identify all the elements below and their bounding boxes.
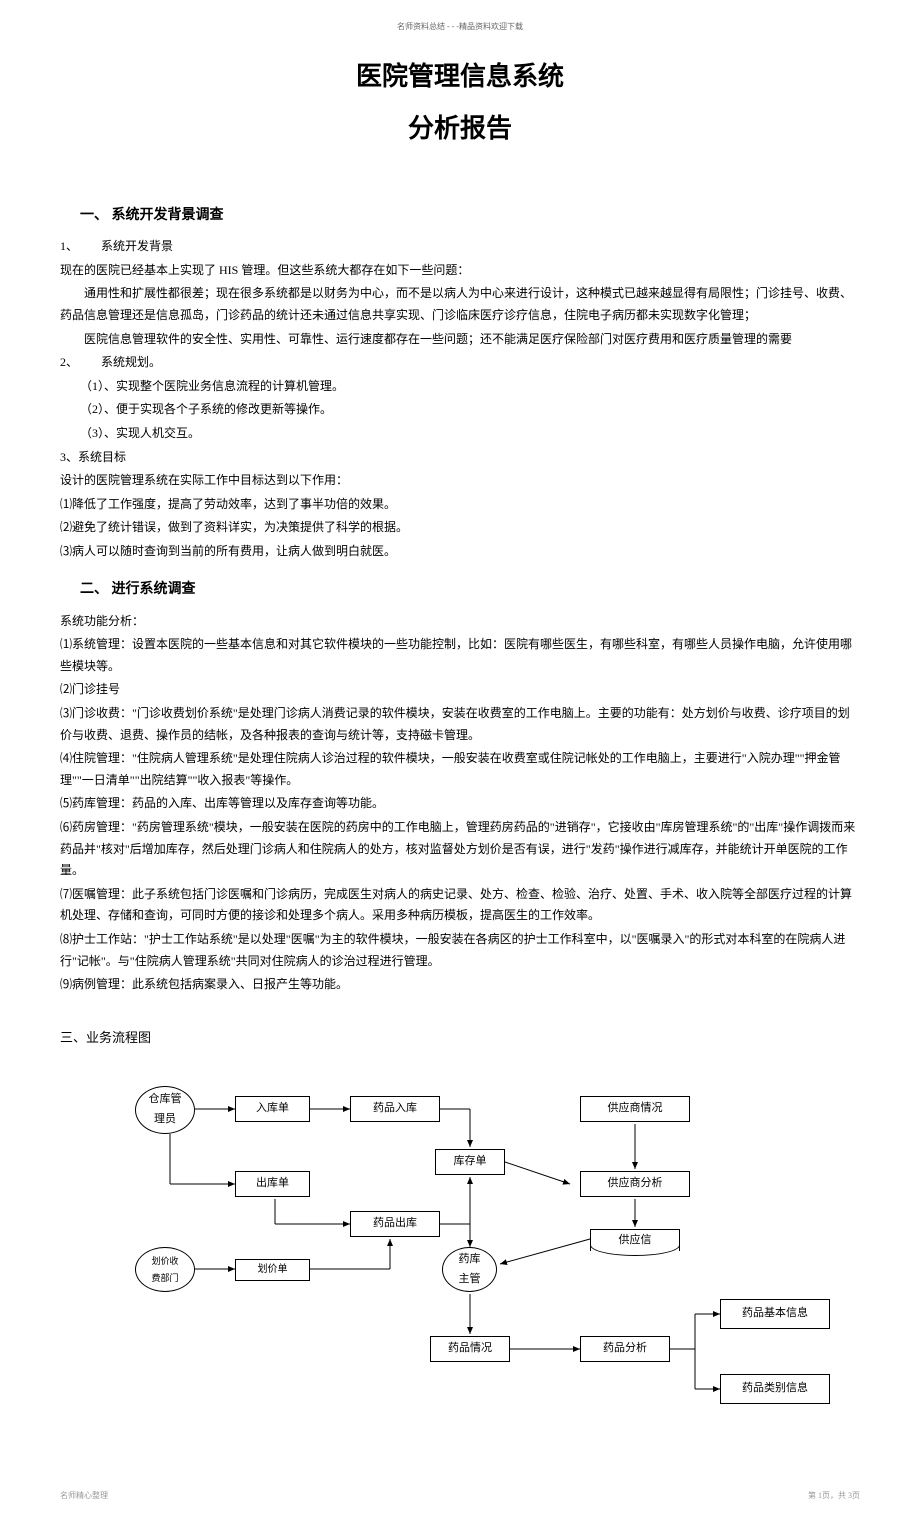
s2-2: （2）、便于实现各个子系统的修改更新等操作。: [80, 399, 860, 421]
node-supplier-info: 供应商情况: [580, 1096, 690, 1122]
top-header: 名师资料总结 - - -精品资料欢迎下载: [60, 20, 860, 34]
node-drug-analysis: 药品分析: [580, 1336, 670, 1362]
node-price-slip: 划价单: [235, 1259, 310, 1281]
section1-heading: 一、 系统开发背景调查: [80, 203, 860, 228]
item1-label: 系统开发背景: [101, 239, 173, 253]
f2: ⑵门诊挂号: [60, 679, 860, 701]
footer-left: 名师精心整理: [60, 1489, 108, 1503]
section3-heading: 三、业务流程图: [60, 1026, 860, 1049]
s2-3: （3）、实现人机交互。: [80, 423, 860, 445]
node-stock-slip: 库存单: [435, 1149, 505, 1175]
f8: ⑻护士工作站："护士工作站系统"是以处理"医嘱"为主的软件模块，一般安装在各病区…: [60, 929, 860, 972]
item1-num: 1、: [60, 239, 78, 253]
node-pharmacy-head: 药库主管: [442, 1247, 497, 1292]
node-drug-basic: 药品基本信息: [720, 1299, 830, 1329]
s2-1: （1）、实现整个医院业务信息流程的计算机管理。: [80, 376, 860, 398]
section2-sub: 系统功能分析：: [60, 611, 860, 633]
node-drug-outbound: 药品出库: [350, 1211, 440, 1237]
f1: ⑴系统管理：设置本医院的一些基本信息和对其它软件模块的一些功能控制，比如：医院有…: [60, 634, 860, 677]
node-warehouse-admin: 仓库管理员: [135, 1086, 195, 1134]
s3-1: ⑴降低了工作强度，提高了劳动效率，达到了事半功倍的效果。: [60, 494, 860, 516]
s1-p1: 现在的医院已经基本上实现了 HIS 管理。但这些系统大都存在如下一些问题：: [60, 260, 860, 282]
page-footer: 名师精心整理 第 1页，共 3页: [60, 1489, 860, 1503]
doc-title-main: 医院管理信息系统: [60, 54, 860, 101]
s3-3: ⑶病人可以随时查询到当前的所有费用，让病人做到明白就医。: [60, 541, 860, 563]
f5: ⑸药库管理：药品的入库、出库等管理以及库存查询等功能。: [60, 793, 860, 815]
node-price-dept: 划价收费部门: [135, 1247, 195, 1292]
s1-p2: 通用性和扩展性都很差；现在很多系统都是以财务为中心，而不是以病人为中心来进行设计…: [60, 283, 860, 326]
f6: ⑹药房管理："药房管理系统"模块，一般安装在医院的药房中的工作电脑上，管理药房药…: [60, 817, 860, 882]
s3-2: ⑵避免了统计错误，做到了资料详实，为决策提供了科学的根据。: [60, 517, 860, 539]
doc-title-sub: 分析报告: [60, 106, 860, 153]
section1-item3: 3、系统目标: [60, 447, 860, 469]
node-drug-inbound: 药品入库: [350, 1096, 440, 1122]
f3: ⑶门诊收费："门诊收费划价系统"是处理门诊病人消费记录的软件模块，安装在收费室的…: [60, 703, 860, 746]
s1-p3: 医院信息管理软件的安全性、实用性、可靠性、运行速度都存在一些问题；还不能满足医疗…: [60, 329, 860, 351]
node-inbound-slip: 入库单: [235, 1096, 310, 1122]
node-supply-letter: 供应信: [590, 1229, 680, 1251]
f4: ⑷住院管理："住院病人管理系统"是处理住院病人诊治过程的软件模块，一般安装在收费…: [60, 748, 860, 791]
flowchart-container: 仓库管理员 入库单 药品入库 出库单 药品出库 库存单 划价收费部门 划价单 药…: [80, 1069, 840, 1429]
footer-right: 第 1页，共 3页: [808, 1489, 860, 1503]
f7: ⑺医嘱管理：此子系统包括门诊医嘱和门诊病历，完成医生对病人的病史记录、处方、检查…: [60, 884, 860, 927]
f9: ⑼病例管理：此系统包括病案录入、日报产生等功能。: [60, 974, 860, 996]
section1-item1: 1、 系统开发背景: [60, 236, 860, 258]
node-outbound-slip: 出库单: [235, 1171, 310, 1197]
section1-item2: 2、 系统规划。: [60, 352, 860, 374]
s3-intro: 设计的医院管理系统在实际工作中目标达到以下作用：: [60, 470, 860, 492]
item2-num: 2、: [60, 355, 78, 369]
item2-label: 系统规划。: [101, 355, 161, 369]
section2-heading: 二、 进行系统调查: [80, 577, 860, 602]
node-supplier-analysis: 供应商分析: [580, 1171, 690, 1197]
node-drug-category: 药品类别信息: [720, 1374, 830, 1404]
node-drug-status: 药品情况: [430, 1336, 510, 1362]
